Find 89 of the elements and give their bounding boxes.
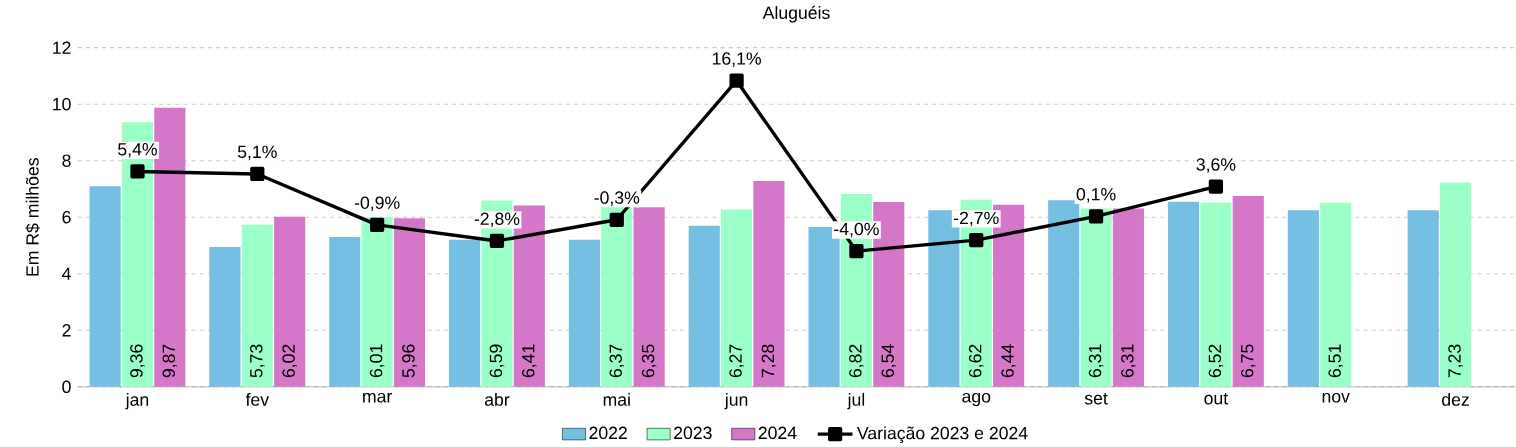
point xyxy=(969,232,984,248)
x-tick-label: set xyxy=(1084,392,1108,405)
point xyxy=(250,166,265,181)
legend-label: 2022 xyxy=(589,426,627,439)
chart-title: Aluguéis xyxy=(762,5,830,23)
bar xyxy=(633,207,665,387)
point xyxy=(1208,179,1224,194)
data-label: 5,73 xyxy=(250,344,265,378)
data-label: 6,27 xyxy=(729,344,744,378)
bar xyxy=(449,239,481,387)
data-label: 5,4% xyxy=(118,143,157,158)
bar xyxy=(209,246,241,387)
data-label: 7,23 xyxy=(1448,344,1463,378)
bar xyxy=(329,236,361,387)
y-tick-label: 6 xyxy=(62,210,71,224)
point xyxy=(489,233,505,248)
x-tick-label: nov xyxy=(1322,392,1350,403)
x-tick-label: ago xyxy=(962,392,991,406)
data-label: 9,87 xyxy=(162,344,178,378)
bar xyxy=(721,209,753,387)
bar xyxy=(1200,202,1232,387)
point xyxy=(130,164,145,179)
data-label: -2,7% xyxy=(954,211,999,227)
y-axis-title: Em R$ milhões xyxy=(25,157,40,276)
bar xyxy=(361,216,393,387)
bar xyxy=(688,225,720,387)
data-label: 5,96 xyxy=(402,344,417,378)
bar xyxy=(1167,201,1200,387)
x-tick-label: mar xyxy=(363,392,392,403)
data-label: 6,62 xyxy=(968,344,984,378)
bar xyxy=(241,224,273,387)
data-label: -2,8% xyxy=(474,212,520,227)
x-tick-label: mai xyxy=(603,392,630,406)
y-tick-label: 8 xyxy=(62,154,71,167)
data-label: 6,54 xyxy=(881,344,897,378)
point xyxy=(609,212,624,227)
point xyxy=(370,217,385,232)
x-tick-label: jun xyxy=(724,392,748,410)
bar xyxy=(753,180,785,387)
bar xyxy=(1439,182,1472,387)
data-label: 6,44 xyxy=(1001,344,1016,378)
bar xyxy=(1112,208,1144,387)
data-label: 6,59 xyxy=(489,344,505,378)
bar xyxy=(1080,208,1112,387)
data-label: -0,3% xyxy=(594,191,640,206)
legend-label: 2024 xyxy=(758,426,797,439)
data-label: 6,37 xyxy=(609,344,625,378)
bar xyxy=(274,216,306,387)
data-label: 6,31 xyxy=(1088,344,1104,378)
data-label: 9,36 xyxy=(130,344,145,378)
data-label: 3,6% xyxy=(1196,158,1236,173)
data-label: 6,31 xyxy=(1121,344,1136,378)
data-label: 6,41 xyxy=(522,344,537,378)
bar xyxy=(568,239,600,387)
bar xyxy=(1320,202,1352,387)
x-tick-label: jan xyxy=(125,392,149,410)
x-tick-label: abr xyxy=(484,392,510,406)
point xyxy=(849,243,864,259)
bar xyxy=(1287,210,1319,387)
x-tick-label: fev xyxy=(245,392,270,406)
data-label: 6,35 xyxy=(641,344,657,378)
data-label: 0,1% xyxy=(1076,187,1116,203)
data-label: 6,82 xyxy=(849,344,864,378)
y-tick-label: 10 xyxy=(53,97,71,111)
x-tick-label: jul xyxy=(847,392,865,410)
data-label: 6,75 xyxy=(1240,344,1256,378)
legend-label: 2023 xyxy=(674,426,712,439)
data-label: 6,01 xyxy=(369,344,385,378)
data-label: 16,1% xyxy=(712,52,761,67)
bar xyxy=(1407,210,1439,387)
bar xyxy=(1232,195,1264,387)
data-label: 5,1% xyxy=(237,145,277,161)
y-tick-label: 4 xyxy=(62,267,71,280)
bar xyxy=(393,218,426,387)
data-label: -0,9% xyxy=(354,196,400,211)
legend-label: Variação 2023 e 2024 xyxy=(856,426,1028,443)
y-tick-label: 12 xyxy=(53,41,71,54)
data-label: 7,28 xyxy=(761,344,777,378)
point xyxy=(729,73,744,88)
x-tick-label: dez xyxy=(1442,392,1469,406)
y-tick-label: 0 xyxy=(62,380,71,393)
point xyxy=(1088,209,1104,224)
y-tick-label: 2 xyxy=(62,323,71,337)
data-label: -4,0% xyxy=(834,222,879,238)
data-label: 6,51 xyxy=(1328,344,1343,378)
x-tick-label: out xyxy=(1204,392,1229,405)
data-label: 6,02 xyxy=(282,344,297,378)
bar xyxy=(89,186,121,387)
data-label: 6,52 xyxy=(1208,344,1224,378)
